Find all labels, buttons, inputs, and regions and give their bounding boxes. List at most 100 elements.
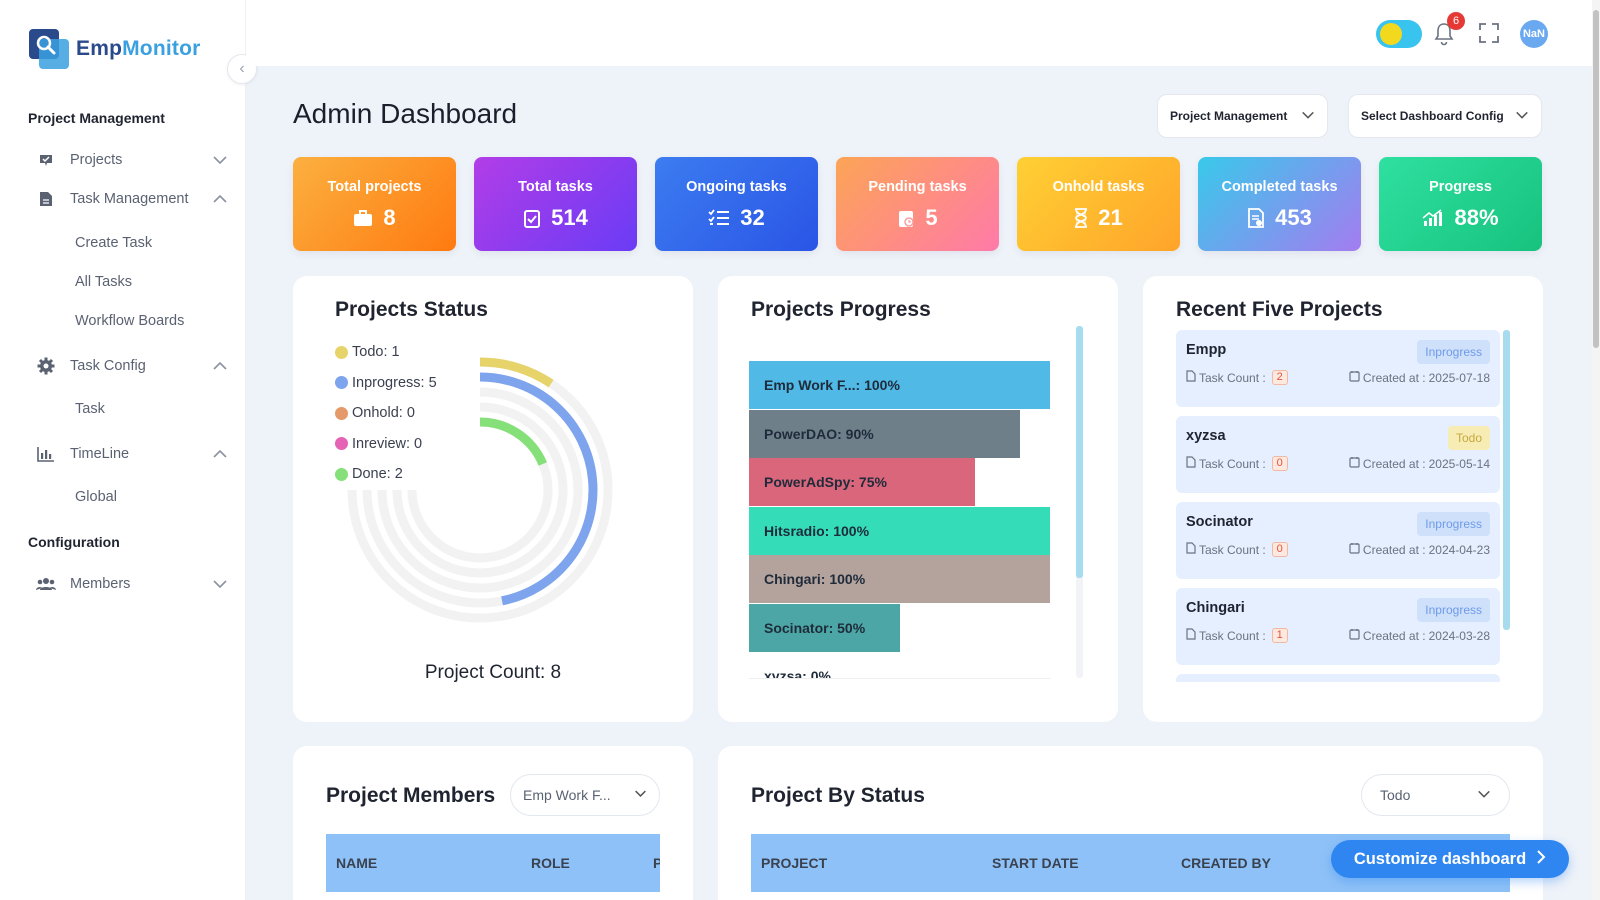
calendar-icon — [1349, 542, 1360, 557]
briefcase-icon — [353, 209, 373, 227]
recent-project-item[interactable]: Chingari Inprogress Task Count : 1 Creat… — [1176, 588, 1500, 665]
task-count-value: 2 — [1271, 370, 1288, 385]
chevron-up-icon — [212, 358, 228, 378]
clipboard-clock-icon — [897, 208, 915, 228]
created-meta: Created at : 2024-03-28 — [1349, 628, 1490, 643]
progress-bar-fill — [749, 361, 1050, 409]
sidebar-item-label: TimeLine — [70, 446, 130, 462]
app-logo[interactable]: EmpMonitor — [28, 28, 201, 70]
recent-project-item[interactable]: xyzsa Todo Task Count : 0 Created at : 2… — [1176, 416, 1500, 493]
dashboard-config-value: Select Dashboard Config — [1361, 109, 1504, 123]
radial-arc-todo[interactable] — [479, 357, 554, 388]
file-icon — [1186, 456, 1196, 471]
legend-label: Todo: 1 — [352, 344, 400, 360]
stat-card-total-projects[interactable]: Total projects 8 — [293, 157, 456, 251]
sidebar-item-projects[interactable]: Projects — [36, 150, 228, 170]
recent-project-item[interactable]: Empp Inprogress Task Count : 2 Created a… — [1176, 330, 1500, 407]
project-by-status-title: Project By Status — [751, 784, 925, 807]
legend-item[interactable]: Inprogress: 5 — [335, 375, 437, 391]
created-date: 2025-05-14 — [1428, 456, 1490, 471]
radial-arc-done[interactable] — [479, 417, 547, 466]
stat-card-label: Total projects — [327, 179, 422, 195]
sidebar-item-task-management[interactable]: Task Management — [36, 189, 228, 209]
page-scrollbar[interactable] — [1592, 0, 1600, 900]
avatar[interactable]: NaN — [1520, 20, 1548, 48]
sidebar-item-task-config[interactable]: Task Config — [36, 356, 228, 376]
section-title-configuration: Configuration — [28, 534, 120, 550]
sidebar-subitem-global[interactable]: Global — [75, 489, 117, 505]
column-header-start-date: START DATE — [992, 855, 1079, 871]
stat-card-total-tasks[interactable]: Total tasks 514 — [474, 157, 637, 251]
progress-bar-label: PowerDAO: 90% — [764, 425, 874, 442]
section-title-project-management: Project Management — [28, 110, 165, 126]
column-header-name: NAME — [336, 855, 378, 871]
recent-project-item[interactable] — [1176, 674, 1500, 682]
sidebar-subitem-workflow-boards[interactable]: Workflow Boards — [75, 313, 185, 329]
page-scrollbar-thumb[interactable] — [1593, 10, 1599, 348]
stat-card-value: 32 — [740, 205, 765, 230]
created-date: 2025-07-18 — [1428, 370, 1490, 385]
stat-card-onhold-tasks[interactable]: Onhold tasks 21 — [1017, 157, 1180, 251]
notification-badge: 6 — [1447, 12, 1465, 30]
recent-projects-scrollbar-thumb[interactable] — [1503, 330, 1510, 630]
dashboard-config-select[interactable]: Select Dashboard Config — [1348, 94, 1542, 138]
fullscreen-icon[interactable] — [1479, 23, 1499, 48]
customize-dashboard-button[interactable]: Customize dashboard — [1331, 840, 1569, 878]
progress-bar-row[interactable]: xyzsa: 0% — [749, 652, 1050, 678]
stat-card-pending-tasks[interactable]: Pending tasks 5 — [836, 157, 999, 251]
project-status-select[interactable]: Todo — [1361, 774, 1510, 816]
progress-bar-row[interactable]: PowerDAO: 90% — [749, 409, 1050, 458]
bar-chart-icon — [36, 444, 56, 464]
stat-card-ongoing-tasks[interactable]: Ongoing tasks 32 — [655, 157, 818, 251]
created-label: Created at : — [1362, 370, 1426, 385]
members-table-header: NAME ROLE P — [326, 834, 660, 892]
sidebar-item-timeline[interactable]: TimeLine — [36, 444, 228, 464]
sidebar-subitem-create-task[interactable]: Create Task — [75, 235, 153, 251]
legend-item[interactable]: Todo: 1 — [335, 344, 400, 360]
progress-bar-row[interactable]: Emp Work F...: 100% — [749, 361, 1050, 409]
created-label: Created at : — [1362, 542, 1426, 557]
sidebar-item-label: Task Management — [70, 191, 189, 207]
stat-card-progress[interactable]: Progress 88% — [1379, 157, 1542, 251]
created-date: 2024-03-28 — [1428, 628, 1490, 643]
progress-bar-fill — [749, 555, 1050, 603]
module-select[interactable]: Project Management — [1157, 94, 1328, 138]
project-members-select-value: Emp Work F... — [523, 787, 611, 803]
legend-item[interactable]: Inreview: 0 — [335, 436, 422, 452]
project-members-select[interactable]: Emp Work F... — [510, 774, 660, 816]
stat-card-value: 8 — [383, 205, 396, 230]
progress-bar-row[interactable]: Hitsradio: 100% — [749, 506, 1050, 555]
progress-scrollbar-thumb[interactable] — [1076, 326, 1083, 578]
sidebar-item-label: Task Config — [70, 358, 146, 374]
recent-project-name: Socinator — [1186, 514, 1253, 530]
gear-icon — [36, 356, 56, 376]
theme-toggle[interactable] — [1376, 20, 1422, 48]
stat-card-completed-tasks[interactable]: Completed tasks 453 — [1198, 157, 1361, 251]
radial-arc-inprogress[interactable] — [479, 372, 598, 606]
page-title: Admin Dashboard — [293, 98, 518, 129]
chevron-down-icon — [1477, 787, 1491, 804]
task-count-meta: Task Count : 2 — [1186, 370, 1288, 385]
stat-card-label: Completed tasks — [1221, 179, 1338, 195]
legend-item[interactable]: Done: 2 — [335, 466, 403, 482]
progress-bar-row[interactable]: PowerAdSpy: 75% — [749, 458, 1050, 506]
stat-card-label: Pending tasks — [868, 179, 967, 195]
column-header-role: ROLE — [531, 855, 570, 871]
document-check-icon — [1247, 208, 1265, 228]
projects-progress-title: Projects Progress — [751, 298, 931, 321]
sidebar-item-label: Members — [70, 576, 131, 592]
radial-track — [392, 402, 568, 578]
progress-bar-row[interactable]: Chingari: 100% — [749, 555, 1050, 603]
task-count-label: Task Count : — [1199, 370, 1266, 385]
progress-bar-fill — [749, 409, 1020, 458]
legend-item[interactable]: Onhold: 0 — [335, 405, 415, 421]
progress-scrollbar[interactable] — [1076, 326, 1083, 678]
stat-card-label: Progress — [1429, 179, 1492, 195]
sidebar-subitem-task[interactable]: Task — [75, 401, 105, 417]
recent-project-item[interactable]: Socinator Inprogress Task Count : 0 Crea… — [1176, 502, 1500, 579]
sidebar-subitem-all-tasks[interactable]: All Tasks — [75, 274, 132, 290]
created-meta: Created at : 2025-07-18 — [1349, 370, 1490, 385]
sidebar-item-members[interactable]: Members — [36, 574, 228, 594]
progress-bar-row[interactable]: Socinator: 50% — [749, 603, 1050, 652]
moon-icon — [1380, 23, 1402, 45]
